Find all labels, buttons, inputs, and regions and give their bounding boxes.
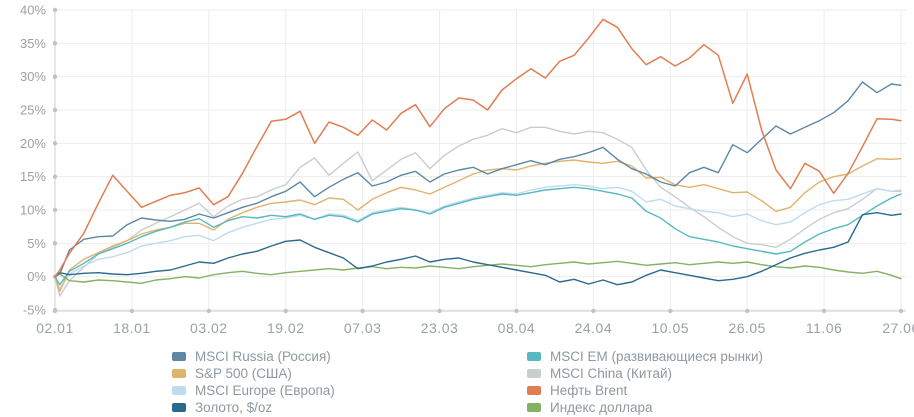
legend-label-sp500: S&P 500 (США): [195, 366, 292, 381]
y-axis-tick-dot: [52, 107, 58, 113]
y-axis-label: 25%: [20, 103, 46, 118]
y-axis-tick-dot: [52, 207, 58, 213]
y-axis-label: 30%: [20, 69, 46, 84]
legend-swatch-em: [527, 352, 541, 361]
x-axis-tick-dot: [283, 308, 288, 314]
x-axis-label: 10.05: [651, 320, 689, 336]
y-axis-label: 5%: [27, 236, 46, 251]
x-axis-label: 08.04: [498, 320, 536, 336]
x-axis-label: 03.02: [190, 320, 228, 336]
x-axis-tick-dot: [129, 308, 135, 314]
y-axis-tick-dot: [52, 241, 58, 246]
series-line-europe: [54, 183, 902, 290]
y-axis-label: 35%: [20, 36, 46, 51]
legend-label-gold: Золото, $/oz: [195, 400, 273, 415]
legend-label-europe: MSCI Europe (Европа): [195, 383, 335, 398]
legend-item-russia[interactable]: MSCI Russia (Россия): [172, 348, 527, 365]
legend-label-dxy: Индекс доллара: [550, 400, 653, 415]
chart-legend: MSCI Russia (Россия) S&P 500 (США) MSCI Eu…: [172, 348, 763, 416]
y-axis-label: 40%: [20, 3, 46, 18]
legend-column-1: MSCI Russia (Россия) S&P 500 (США) MSCI Eu…: [172, 348, 527, 416]
series-line-sp500: [54, 157, 902, 292]
legend-swatch-europe: [172, 386, 186, 395]
series-line-brent: [54, 18, 902, 278]
series-line-em: [54, 186, 902, 286]
x-axis-tick-dot: [437, 308, 442, 314]
x-axis-tick-dot: [668, 308, 673, 314]
x-axis-label: 11.06: [806, 320, 843, 336]
series-line-dxy: [54, 260, 902, 284]
legend-label-em: MSCI EM (развивающиеся рынки): [550, 349, 763, 364]
legend-swatch-china: [527, 369, 541, 378]
legend-swatch-gold: [172, 403, 186, 412]
legend-swatch-sp500: [172, 369, 186, 378]
y-axis-tick-dot: [52, 41, 58, 46]
y-axis-label: 0%: [27, 269, 46, 284]
x-axis-tick-dot: [514, 308, 519, 314]
x-axis-tick-dot: [744, 308, 750, 314]
legend-column-2: MSCI EM (развивающиеся рынки) MSCI China …: [527, 348, 763, 416]
legend-item-gold[interactable]: Золото, $/oz: [172, 399, 527, 416]
legend-swatch-brent: [527, 386, 541, 395]
x-axis-label: 27.06: [882, 320, 914, 336]
legend-label-china: MSCI China (Китай): [550, 366, 673, 381]
legend-item-china[interactable]: MSCI China (Китай): [527, 365, 763, 382]
legend-item-brent[interactable]: Нефть Brent: [527, 382, 763, 399]
legend-item-sp500[interactable]: S&P 500 (США): [172, 365, 527, 382]
series-line-russia: [54, 81, 902, 278]
x-axis-tick-dot: [591, 308, 596, 314]
x-axis-tick-dot: [898, 308, 904, 314]
y-axis-tick-dot: [52, 174, 58, 179]
y-axis-label: -5%: [23, 303, 47, 318]
y-axis-tick-dot: [52, 74, 58, 79]
legend-swatch-russia: [172, 352, 186, 361]
x-axis-tick-dot: [821, 308, 827, 314]
x-axis-label: 26.05: [728, 320, 766, 336]
x-axis-tick-dot: [206, 308, 212, 314]
y-axis-label: 15%: [20, 169, 46, 184]
x-axis-tick-dot: [52, 308, 58, 314]
plot-area: 40% 35% 30% 25% 20% 15% 10% 5% 0% -5% 02.01 18.01 03…: [20, 3, 914, 337]
x-axis-label: 19.02: [267, 320, 305, 336]
legend-item-europe[interactable]: MSCI Europe (Европа): [172, 382, 527, 399]
legend-item-em[interactable]: MSCI EM (развивающиеся рынки): [527, 348, 763, 365]
y-axis-label: 20%: [20, 136, 46, 151]
x-axis-label: 24.04: [575, 320, 613, 336]
series-line-china: [54, 126, 902, 297]
x-axis-label: 18.01: [113, 320, 151, 336]
legend-item-dxy[interactable]: Индекс доллара: [527, 399, 763, 416]
y-axis-tick-dot: [52, 7, 58, 13]
y-axis-tick-dot: [52, 141, 58, 146]
x-axis-tick-dot: [360, 308, 365, 314]
x-axis-label: 02.01: [36, 320, 74, 336]
legend-swatch-dxy: [527, 403, 541, 412]
x-axis-label: 07.03: [344, 320, 382, 336]
legend-label-brent: Нефть Brent: [550, 383, 628, 398]
y-axis-label: 10%: [20, 203, 46, 218]
x-axis-label: 23.03: [421, 320, 459, 336]
legend-label-russia: MSCI Russia (Россия): [195, 349, 331, 364]
series-line-gold: [54, 211, 902, 286]
